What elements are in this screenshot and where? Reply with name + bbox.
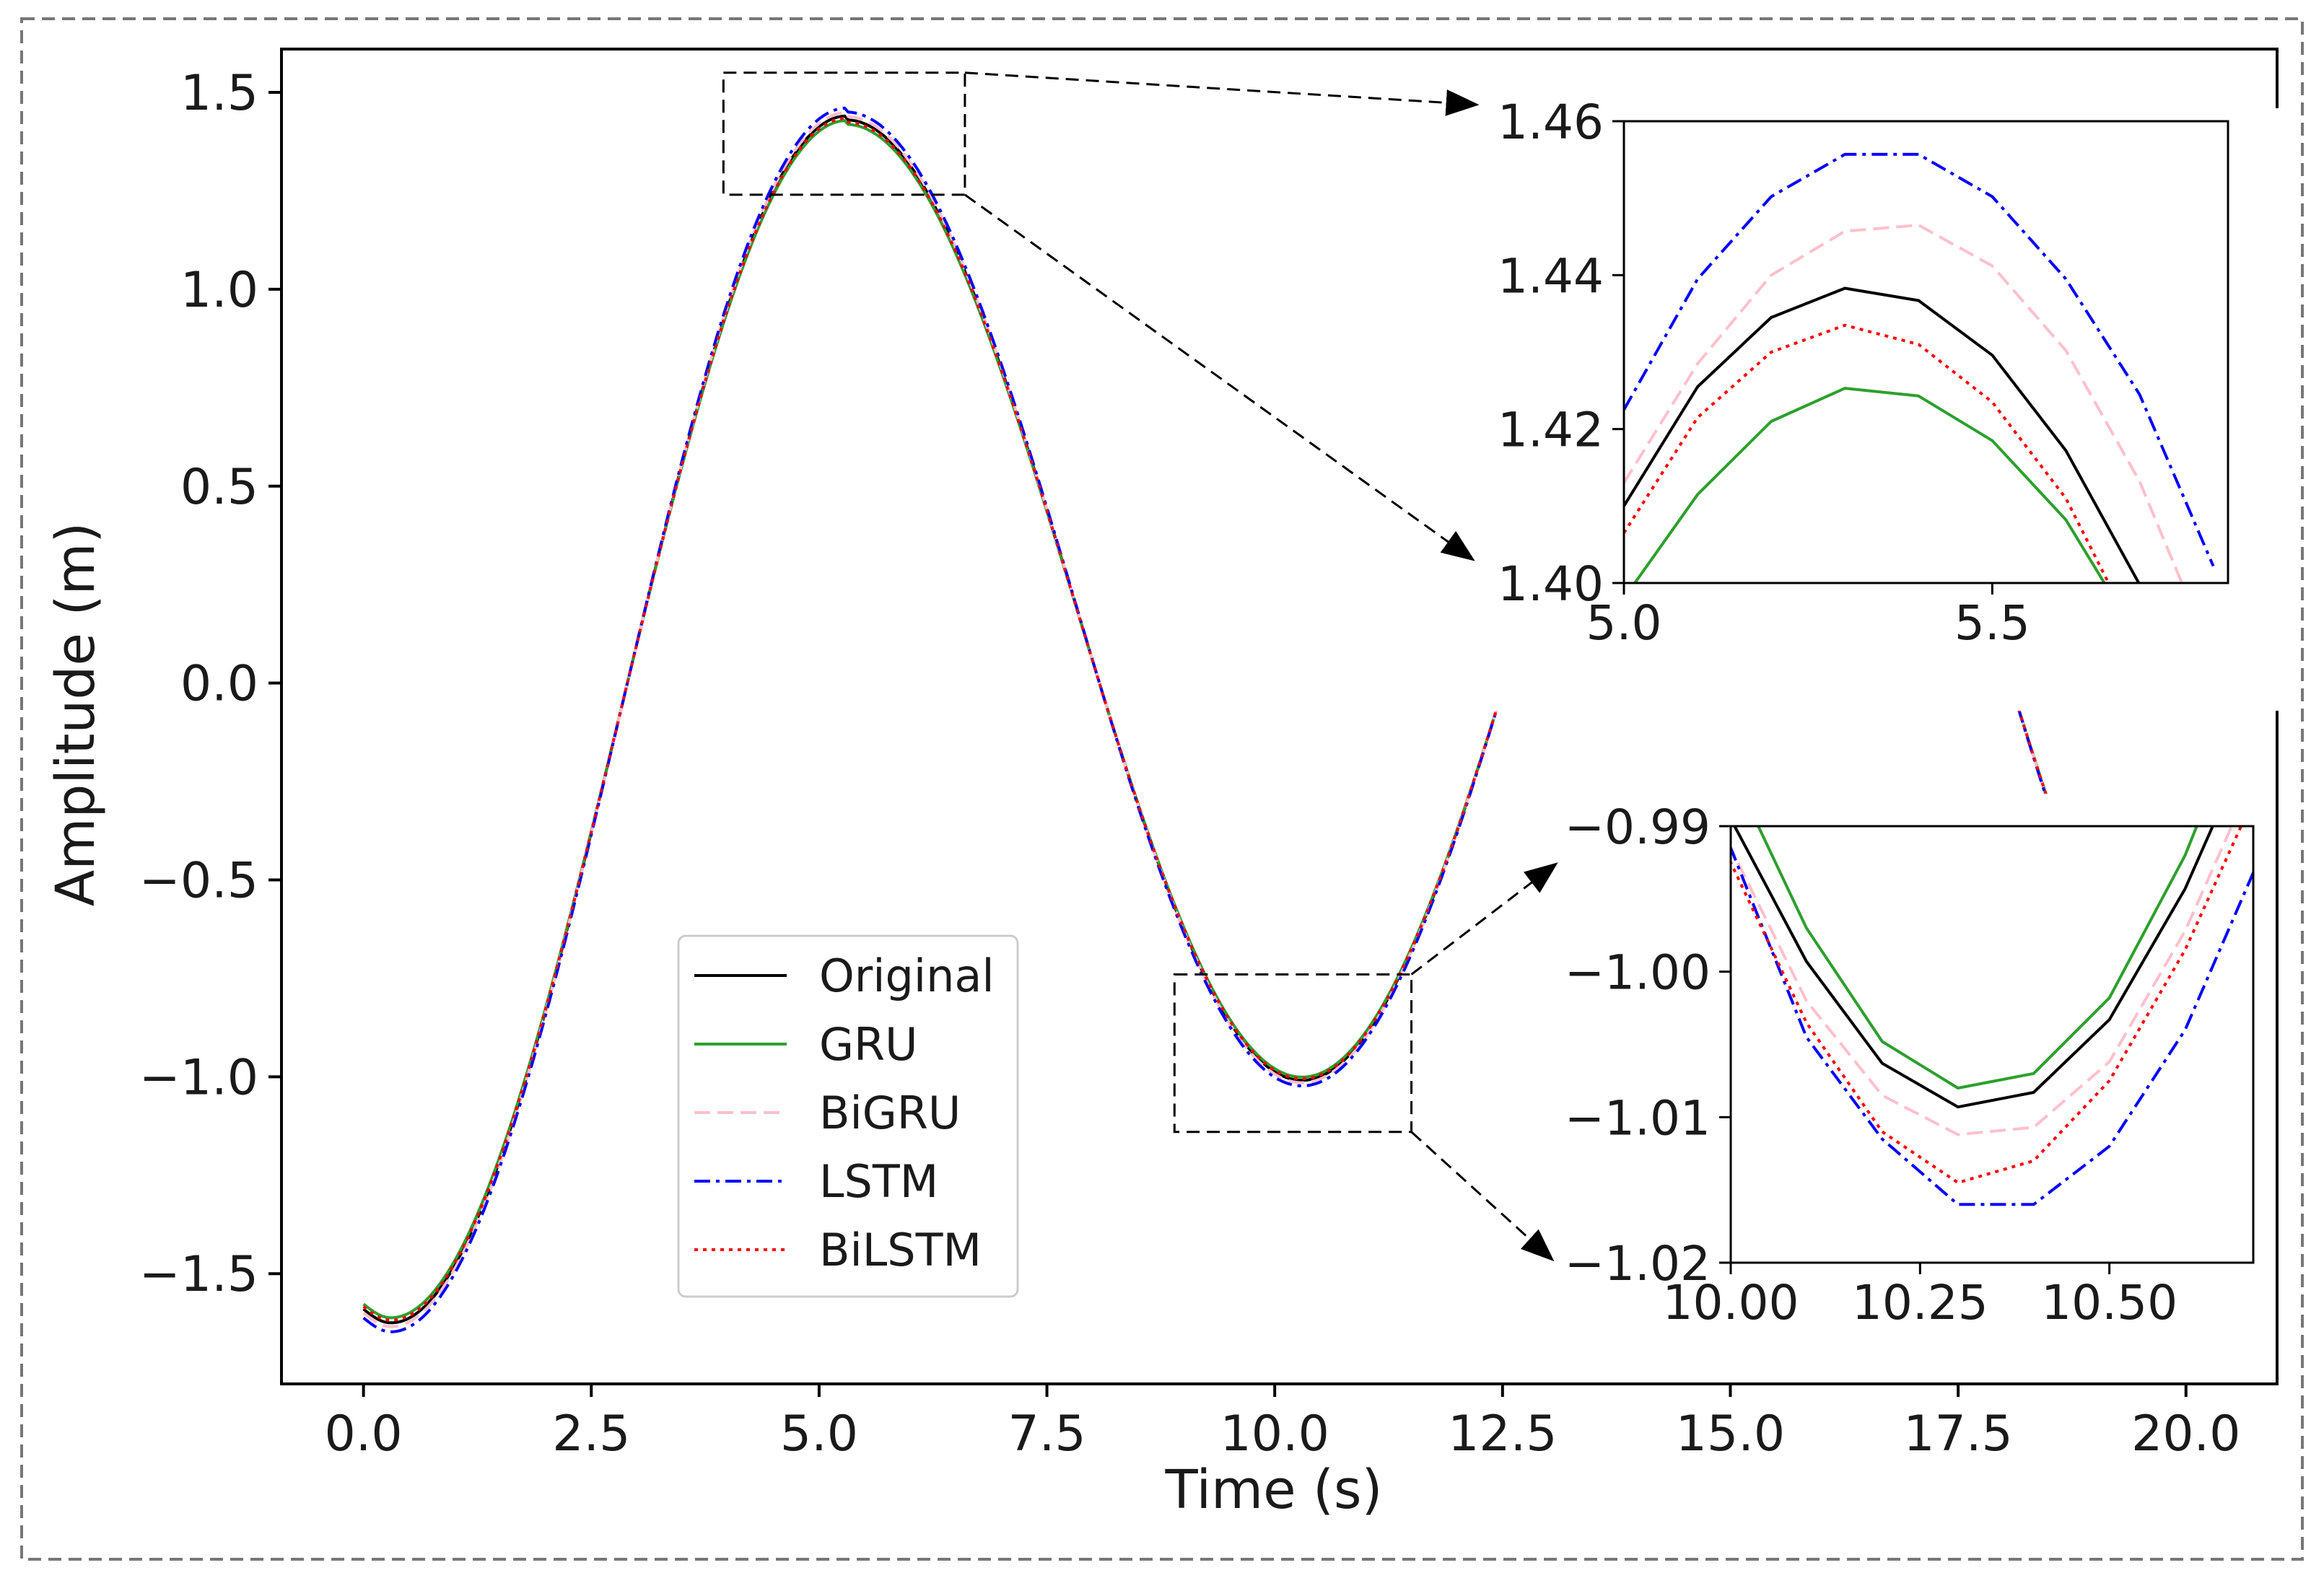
- inset-peak: 5.0 5.5 1.40 1.42 1.44 1.46: [1487, 95, 2281, 711]
- legend-label-gru: GRU: [819, 1018, 918, 1071]
- inset-trough-ticks: 10.00 10.25 10.50 −1.02 −1.01 −1.00 −0.99: [1565, 799, 2177, 1331]
- legend-box: [677, 934, 1019, 1298]
- x-tick-label: 7.5: [1008, 1406, 1085, 1463]
- inset-peak-frame: [1622, 120, 2229, 584]
- legend-label-bilstm: BiLSTM: [819, 1224, 982, 1276]
- inset-trough-x-tick-label: 10.50: [2041, 1275, 2177, 1331]
- y-axis-label: Amplitude (m): [45, 522, 107, 907]
- legend-item-bigru: BiGRU: [694, 1087, 961, 1139]
- x-tick-label: 10.0: [1220, 1406, 1329, 1463]
- legend-label-bigru: BiGRU: [819, 1087, 961, 1139]
- x-tick-label: 12.5: [1448, 1406, 1557, 1463]
- legend-label-lstm: LSTM: [819, 1155, 938, 1208]
- y-tick-label: −1.5: [139, 1246, 258, 1303]
- inset-trough-x-tick-label: 10.00: [1663, 1275, 1799, 1331]
- x-tick-label: 5.0: [780, 1406, 858, 1463]
- inset-trough-y-tick-label: −1.00: [1565, 945, 1711, 1001]
- main-series-bilstm: [362, 117, 2242, 1322]
- inset-peak-lines: [1624, 152, 2215, 583]
- legend-label-original: Original: [819, 950, 995, 1002]
- inset-peak-y-tick-label: 1.42: [1498, 403, 1604, 458]
- inset-peak-background: [1487, 108, 2281, 711]
- outer-dashed-frame: [20, 17, 2304, 1561]
- y-tick-label: 0.0: [180, 656, 258, 713]
- x-tick-label: 20.0: [2131, 1406, 2240, 1463]
- zoom-connector-arrow-1: [964, 71, 1480, 116]
- legend-item-gru: GRU: [694, 1018, 918, 1071]
- y-tick-label: 1.5: [180, 65, 258, 122]
- inset-peak-series-bilstm: [1624, 323, 2110, 583]
- x-axis-label: Time (s): [1165, 1459, 1383, 1521]
- inset-trough-series-bilstm: [1731, 826, 2243, 1185]
- x-tick-label: 0.0: [325, 1406, 403, 1463]
- inset-trough-series-original: [1733, 826, 2215, 1109]
- zoom-boxes: [722, 71, 1413, 1134]
- inset-trough-x-tick-label: 10.25: [1852, 1275, 1988, 1331]
- inset-trough: 10.00 10.25 10.50 −1.02 −1.01 −1.00 −0.99: [1559, 794, 2273, 1342]
- zoom-connectors: [964, 71, 1558, 1262]
- inset-trough-lines: [1731, 826, 2253, 1206]
- inset-peak-ticks: 5.0 5.5 1.40 1.42 1.44 1.46: [1498, 95, 2030, 651]
- inset-trough-frame: [1729, 825, 2255, 1264]
- legend-item-lstm: LSTM: [694, 1155, 938, 1208]
- main-x-ticks: 0.0 2.5 5.0 7.5 10.0 12.5 15.0 17.5 20.0: [325, 1384, 2240, 1463]
- inset-peak-y-tick-label: 1.46: [1498, 95, 1604, 150]
- x-tick-label: 17.5: [1903, 1406, 2012, 1463]
- inset-trough-y-tick-label: −0.99: [1565, 799, 1711, 855]
- inset-trough-background: [1559, 794, 2273, 1342]
- inset-peak-x-tick-label: 5.5: [1954, 595, 2030, 651]
- zoom-box-1: [722, 71, 966, 196]
- inset-trough-series-lstm: [1731, 845, 2253, 1206]
- inset-trough-series-gru: [1756, 826, 2198, 1090]
- main-plot: 0.0 2.5 5.0 7.5 10.0 12.5 15.0 17.5 20.0 −1.5−1.…: [45, 48, 2279, 1521]
- inset-peak-x-tick-label: 5.0: [1586, 595, 1662, 651]
- inset-trough-y-tick-label: −1.02: [1565, 1236, 1711, 1292]
- legend-item-bilstm: BiLSTM: [694, 1224, 982, 1276]
- main-y-ticks: −1.5 −1.0 −0.5 0.0 0.5 1.0 1.5: [139, 65, 281, 1303]
- x-tick-label: 15.0: [1676, 1406, 1785, 1463]
- inset-peak-series-lstm: [1624, 152, 2215, 567]
- legend: Original GRU BiGRU LSTM BiLSTM: [677, 934, 1019, 1298]
- inset-peak-series-gru: [1633, 387, 2107, 583]
- y-tick-label: 1.0: [180, 262, 258, 319]
- main-series-lstm: [362, 106, 2242, 1333]
- inset-peak-series-original: [1624, 286, 2141, 583]
- inset-peak-y-tick-label: 1.44: [1498, 248, 1604, 304]
- zoom-connector-arrow-2: [964, 193, 1475, 561]
- zoom-box-2: [1173, 973, 1413, 1134]
- inset-trough-y-tick-label: −1.01: [1565, 1090, 1711, 1146]
- inset-trough-series-bigru: [1731, 826, 2234, 1136]
- main-plot-frame: [280, 48, 2279, 1385]
- legend-item-original: Original: [694, 950, 995, 1002]
- zoom-connector-arrow-3: [1410, 862, 1558, 976]
- zoom-connector-arrow-4: [1410, 1131, 1555, 1262]
- y-tick-label: −1.0: [139, 1049, 258, 1106]
- x-tick-label: 2.5: [552, 1406, 630, 1463]
- y-tick-label: −0.5: [139, 852, 258, 909]
- y-tick-label: 0.5: [180, 459, 258, 516]
- inset-peak-y-tick-label: 1.40: [1498, 556, 1604, 612]
